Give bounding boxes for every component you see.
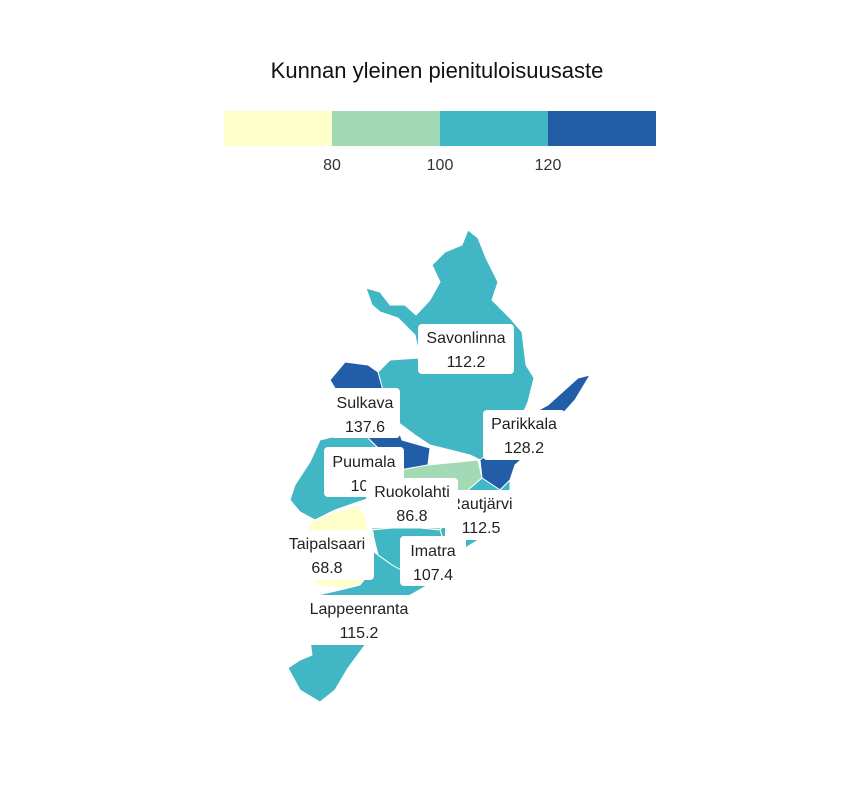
label-box (280, 530, 374, 580)
region-value: 86.8 (396, 508, 427, 525)
label-box (445, 490, 517, 540)
legend-swatch-80-100 (332, 111, 440, 146)
region-name: Sulkava (337, 395, 394, 412)
label-rautjarvi: Rautjärvi 112.5 (445, 490, 517, 540)
region-value: 112.2 (447, 354, 486, 371)
legend-swatch-low (224, 111, 332, 146)
label-lappeenranta: Lappeenranta 115.2 (300, 595, 418, 645)
legend-swatch-high (548, 111, 656, 146)
region-value: 128.2 (504, 440, 544, 457)
legend-tick-120: 120 (535, 157, 562, 174)
region-value: 107.4 (413, 567, 453, 584)
label-savonlinna: Savonlinna 112.2 (418, 324, 514, 374)
label-parikkala: Parikkala 128.2 (483, 410, 565, 460)
label-box (418, 324, 514, 374)
region-name: Taipalsaari (289, 536, 365, 553)
region-name: Ruokolahti (374, 484, 450, 501)
region-value: 115.2 (340, 625, 379, 642)
region-name: Lappeenranta (310, 601, 409, 618)
label-sulkava: Sulkava 137.6 (330, 388, 400, 438)
label-box (400, 536, 466, 586)
region-value: 68.8 (311, 560, 342, 577)
region-labels: Savonlinna 112.2 Sulkava 137.6 Parikkala… (280, 324, 565, 645)
region-value: 112.5 (462, 520, 501, 537)
region-name: Puumala (332, 454, 395, 471)
label-imatra: Imatra 107.4 (400, 536, 466, 586)
region-value: 137.6 (345, 419, 385, 436)
legend-tick-100: 100 (427, 157, 454, 174)
legend-tick-80: 80 (323, 157, 341, 174)
label-box (483, 410, 565, 460)
region-name: Imatra (410, 543, 455, 560)
region-name: Parikkala (491, 416, 557, 433)
label-taipalsaari: Taipalsaari 68.8 (280, 530, 374, 580)
color-legend: 80 100 120 (224, 111, 656, 174)
chart-title: Kunnan yleinen pienituloisuusaste (271, 58, 604, 83)
label-box (300, 595, 418, 645)
region-name: Savonlinna (426, 330, 505, 347)
label-box (330, 388, 400, 438)
region-name: Rautjärvi (449, 496, 512, 513)
label-ruokolahti: Ruokolahti 86.8 (366, 478, 458, 528)
legend-swatch-100-120 (440, 111, 548, 146)
label-box (366, 478, 458, 528)
